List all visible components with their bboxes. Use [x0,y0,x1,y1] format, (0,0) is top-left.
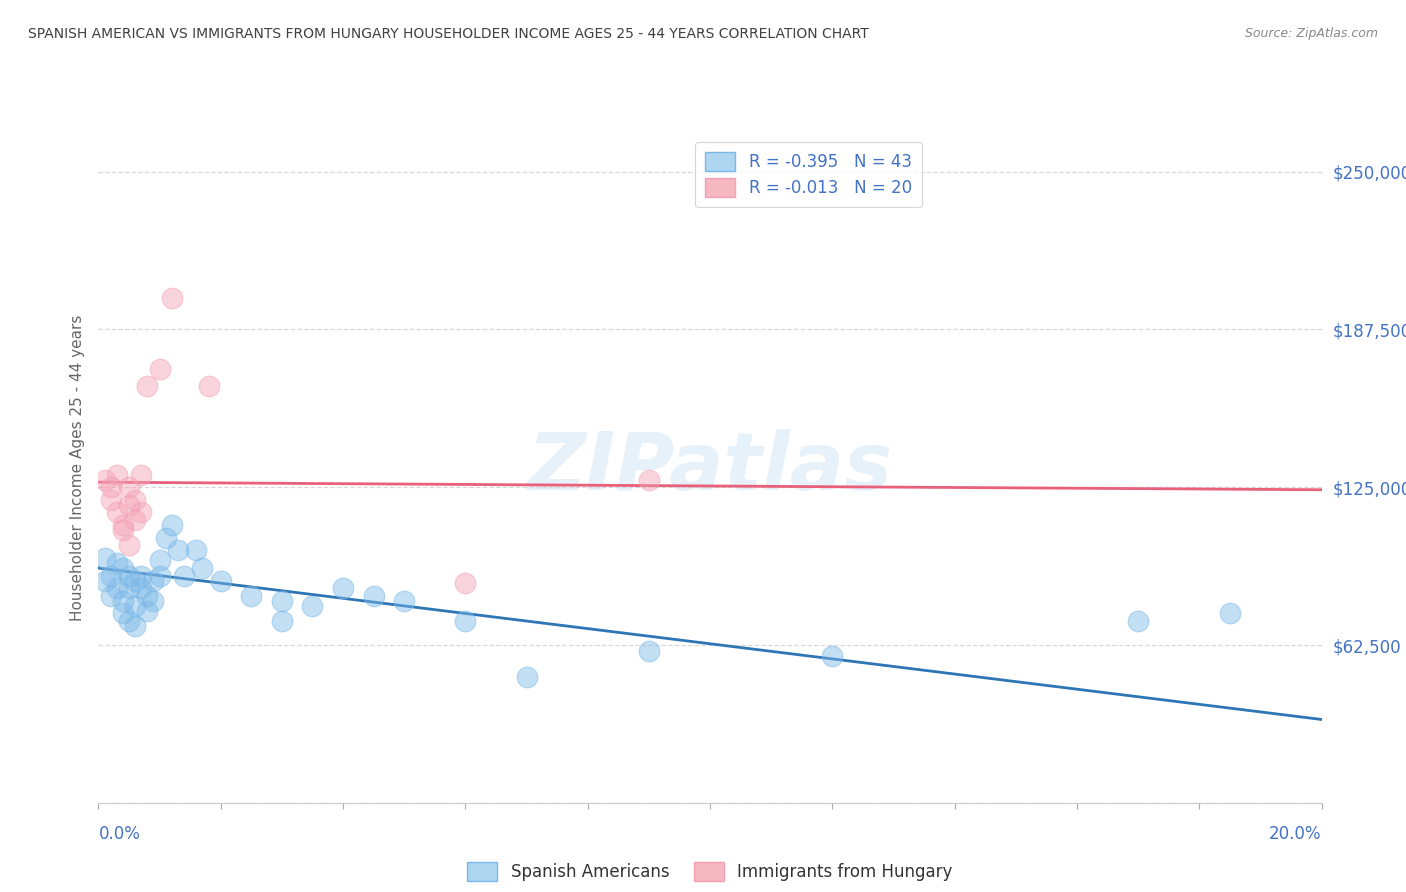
Point [167,543,190,558]
Point [100,589,122,603]
Point [209,574,232,588]
Point [186,543,208,558]
Point [363,589,385,603]
Point [118,480,141,494]
Point [637,644,661,658]
Point [111,523,134,537]
Point [124,599,146,613]
Point [821,649,844,664]
Point [160,291,183,305]
Point [111,518,134,533]
Point [454,576,477,591]
Point [118,581,141,595]
Point [124,619,146,633]
Point [240,589,263,603]
Point [136,604,159,618]
Point [105,506,128,520]
Legend: Spanish Americans, Immigrants from Hungary: Spanish Americans, Immigrants from Hunga… [461,855,959,888]
Point [155,531,177,545]
Point [118,614,141,628]
Point [149,553,172,567]
Point [105,467,128,482]
Point [124,574,146,588]
Point [1219,607,1241,621]
Point [105,556,128,570]
Point [270,594,292,608]
Point [516,669,538,683]
Point [129,581,152,595]
Point [93,550,115,565]
Point [173,568,195,582]
Point [129,467,152,482]
Text: SPANISH AMERICAN VS IMMIGRANTS FROM HUNGARY HOUSEHOLDER INCOME AGES 25 - 44 YEAR: SPANISH AMERICAN VS IMMIGRANTS FROM HUNG… [28,27,869,41]
Point [637,473,661,487]
Point [118,538,141,552]
Point [100,568,122,582]
Point [118,498,141,512]
Point [93,473,115,487]
Point [191,561,214,575]
Text: 0.0%: 0.0% [98,825,141,843]
Point [136,379,159,393]
Point [270,614,292,628]
Point [111,561,134,575]
Point [136,589,159,603]
Point [129,568,152,582]
Point [142,574,165,588]
Point [100,480,122,494]
Point [160,518,183,533]
Point [124,492,146,507]
Point [1128,614,1150,628]
Point [301,599,323,613]
Point [111,607,134,621]
Point [142,594,165,608]
Y-axis label: Householder Income Ages 25 - 44 years: Householder Income Ages 25 - 44 years [69,315,84,622]
Point [332,581,354,595]
Point [124,513,146,527]
Text: 20.0%: 20.0% [1270,825,1322,843]
Point [392,594,416,608]
Point [93,574,115,588]
Point [100,492,122,507]
Point [105,581,128,595]
Point [149,361,172,376]
Point [111,594,134,608]
Text: Source: ZipAtlas.com: Source: ZipAtlas.com [1244,27,1378,40]
Point [149,568,172,582]
Point [197,379,219,393]
Point [118,568,141,582]
Text: ZIPatlas: ZIPatlas [527,429,893,508]
Point [129,506,152,520]
Point [454,614,477,628]
